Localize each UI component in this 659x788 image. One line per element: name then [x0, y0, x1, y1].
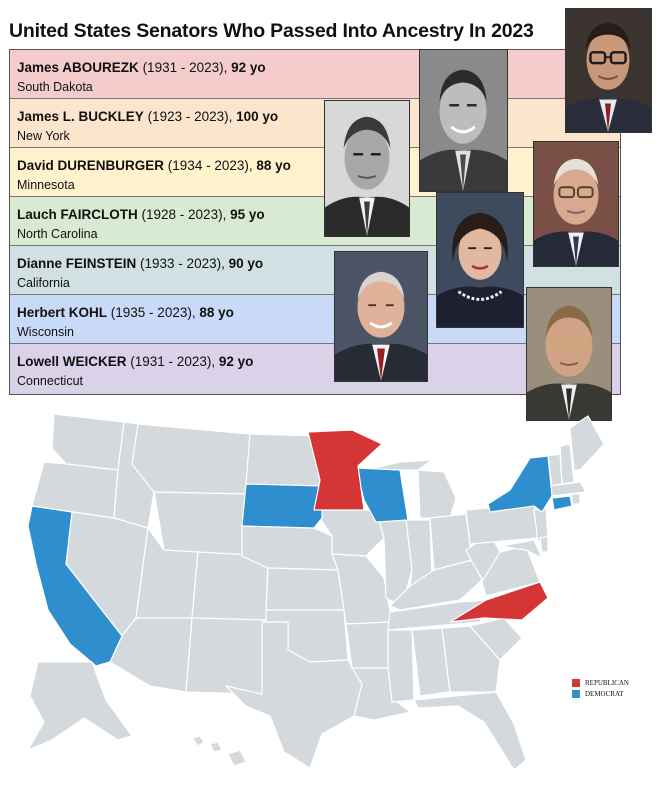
state-south-carolina: [469, 617, 523, 661]
state-hawaii: [191, 735, 247, 767]
state-north-carolina: [449, 581, 549, 623]
map-legend: REPUBLICAN DEMOCRAT: [572, 677, 629, 699]
senator-years: (1931 - 2023),: [142, 60, 228, 75]
senator-state: California: [17, 276, 70, 290]
state-mississippi: [387, 629, 415, 703]
state-new-york: [487, 455, 553, 513]
state-texas: [225, 621, 363, 769]
state-rhode-island: [571, 493, 581, 505]
senator-name: David DURENBURGER: [17, 158, 165, 173]
state-south-dakota: [241, 483, 323, 529]
senator-name: Lauch FAIRCLOTH: [17, 207, 138, 222]
state-delaware: [539, 535, 549, 553]
senator-state: Wisconsin: [17, 325, 74, 339]
senator-state: Minnesota: [17, 178, 75, 192]
table-row: James ABOUREZK (1931 - 2023), 92 yo Sout…: [10, 50, 620, 99]
us-map: [14, 400, 644, 780]
senator-years: (1923 - 2023),: [147, 109, 233, 124]
senator-years: (1934 - 2023),: [167, 158, 253, 173]
senator-age: 92 yo: [218, 354, 254, 369]
state-wisconsin: [355, 467, 409, 523]
state-michigan-upper: [365, 459, 433, 471]
senator-state: South Dakota: [17, 80, 93, 94]
state-maryland: [499, 539, 543, 559]
state-maine: [569, 415, 605, 471]
portrait-feinstein: [436, 192, 524, 328]
legend-item: DEMOCRAT: [572, 688, 629, 699]
table-row: David DURENBURGER (1934 - 2023), 88 yo M…: [10, 148, 620, 197]
portrait-buckley: [419, 49, 508, 192]
table-row: Lowell WEICKER (1931 - 2023), 92 yo Conn…: [10, 344, 620, 394]
senator-name: Dianne FEINSTEIN: [17, 256, 137, 271]
senator-name: Herbert KOHL: [17, 305, 108, 320]
legend-swatch-republican: [572, 678, 580, 687]
state-california: [27, 505, 123, 667]
senator-state: New York: [17, 129, 70, 143]
portrait-durenberger: [324, 100, 410, 237]
senator-age: 88 yo: [256, 158, 291, 173]
table-row: Lauch FAIRCLOTH (1928 - 2023), 95 yo Nor…: [10, 197, 620, 246]
state-montana: [131, 423, 251, 495]
state-new-mexico: [185, 617, 267, 695]
state-michigan-lower: [417, 469, 457, 519]
senator-age: 88 yo: [199, 305, 234, 320]
portrait-weicker: [526, 287, 612, 421]
senator-state: Connecticut: [17, 374, 84, 388]
senator-years: (1933 - 2023),: [140, 256, 225, 271]
state-arkansas: [345, 621, 393, 669]
senator-years: (1928 - 2023),: [141, 207, 227, 222]
page-title: United States Senators Who Passed Into A…: [9, 20, 534, 42]
senator-age: 90 yo: [228, 256, 264, 271]
state-virginia: [481, 545, 541, 597]
table-row: James L. BUCKLEY (1923 - 2023), 100 yo N…: [10, 99, 620, 148]
portrait-faircloth: [533, 141, 619, 267]
portrait-abourezk: [565, 8, 652, 133]
state-minnesota: [307, 429, 383, 511]
senator-age: 92 yo: [231, 60, 266, 75]
senator-years: (1935 - 2023),: [110, 305, 196, 320]
senator-years: (1931 - 2023),: [130, 354, 216, 369]
state-alaska: [27, 661, 133, 751]
state-kansas: [265, 567, 345, 611]
legend-item: REPUBLICAN: [572, 677, 629, 688]
state-new-hampshire: [559, 443, 575, 485]
senator-name: Lowell WEICKER: [17, 354, 127, 369]
legend-label: DEMOCRAT: [585, 689, 624, 698]
portrait-kohl: [334, 251, 428, 382]
senator-age: 100 yo: [236, 109, 279, 124]
legend-swatch-democrat: [572, 689, 580, 698]
state-connecticut: [551, 495, 573, 511]
senator-name: James ABOUREZK: [17, 60, 139, 75]
state-wyoming: [153, 491, 247, 557]
state-washington: [51, 413, 125, 471]
senator-state: North Carolina: [17, 227, 98, 241]
state-georgia: [441, 625, 501, 693]
legend-label: REPUBLICAN: [585, 678, 629, 687]
state-florida: [413, 691, 527, 771]
senator-name: James L. BUCKLEY: [17, 109, 144, 124]
senator-age: 95 yo: [230, 207, 265, 222]
